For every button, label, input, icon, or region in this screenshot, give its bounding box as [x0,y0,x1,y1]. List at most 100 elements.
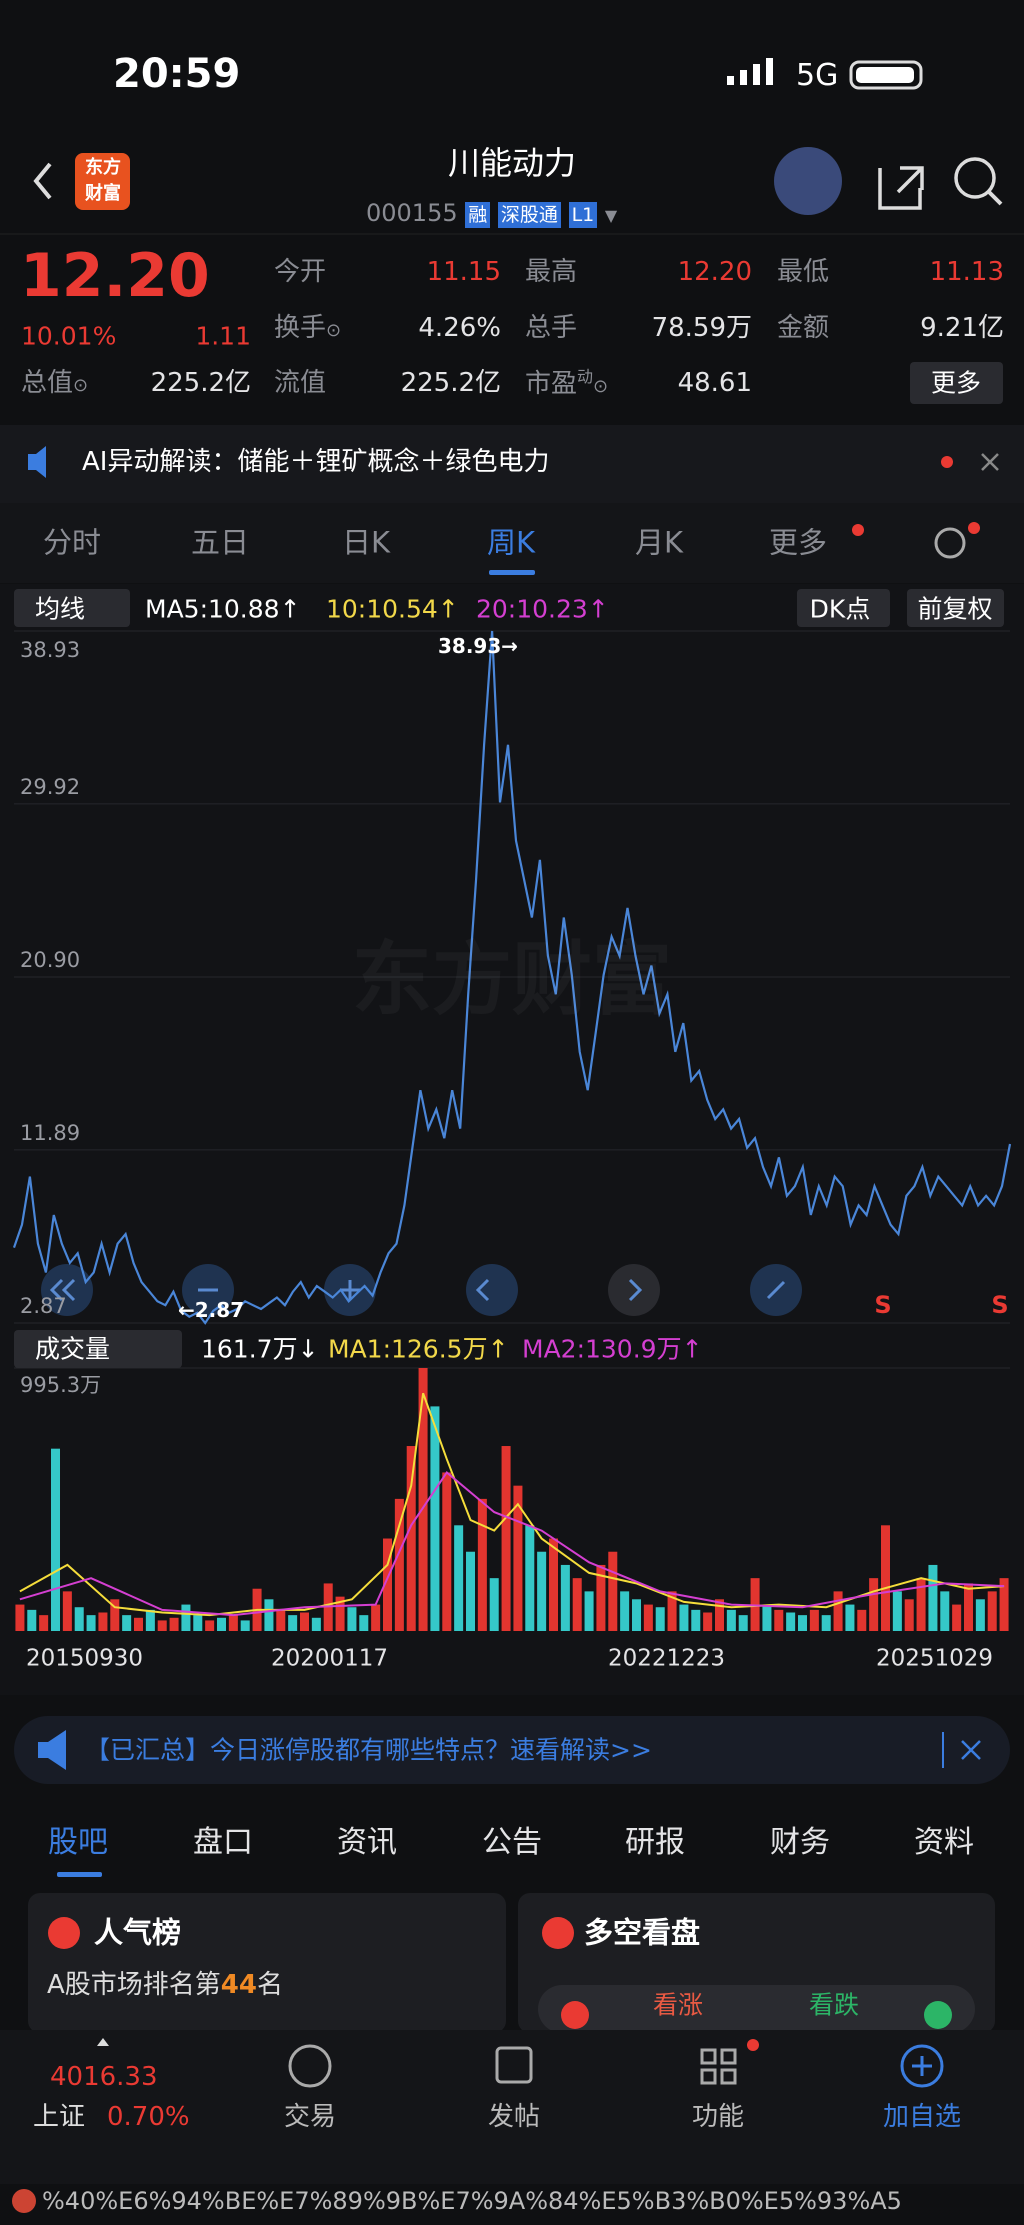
label: 市盈 [525,368,578,399]
selector-label[interactable]: 均线 [35,594,86,624]
bull-label[interactable]: 看涨 [652,1990,704,2020]
y-tick-label: 2.87 [20,1294,67,1318]
content-tab[interactable]: 盘口 [193,1825,253,1860]
y-tick-label: 38.93 [20,638,80,662]
logo-bg [75,153,130,210]
volume-bar [703,1612,713,1631]
adjust-button[interactable] [907,589,1004,627]
volume-bar [869,1578,879,1631]
adjust-label[interactable]: 前复权 [917,594,993,624]
search-icon[interactable] [954,157,996,199]
content-tab[interactable]: 研报 [625,1825,685,1860]
selector[interactable] [14,1330,182,1368]
period-tab[interactable]: 日K [341,525,391,560]
more-button[interactable] [910,362,1003,404]
nav-label[interactable]: 发帖 [487,2102,541,2132]
index-change[interactable]: 0.70% [107,2102,190,2132]
selector[interactable] [14,589,130,627]
ai-text[interactable]: AI异动解读：储能＋锂矿概念＋绿色电力 [82,447,550,477]
volume-bar [406,1446,416,1631]
volume-bar [288,1615,298,1631]
share-icon[interactable] [878,166,924,210]
content-tab[interactable]: 公告 [482,1825,542,1860]
card-title[interactable]: 人气榜 [94,1915,182,1950]
tag: L1 [568,202,598,228]
megaphone-icon [38,1730,66,1770]
field-value: 4.26% [418,313,501,343]
weibo-icon [12,2189,36,2213]
chart-tool-icons[interactable] [49,1278,786,1302]
function-icon[interactable] [700,2048,737,2085]
volume-bar [572,1578,582,1631]
volume-bar [952,1604,962,1631]
content-tab[interactable]: 资讯 [337,1825,397,1860]
bear-label[interactable]: 看跌 [808,1990,860,2020]
close-icon[interactable] [981,453,999,471]
robot-icon[interactable] [774,147,842,215]
volume-bar [181,1604,191,1631]
stock-code: 000155 融 深股通 L1 ▼ [366,199,617,228]
volume-bar [643,1604,653,1631]
field-label: 最低 [777,257,830,287]
dk-label[interactable]: DK点 [809,594,871,624]
battery-level [856,67,914,83]
content-tab[interactable]: 股吧 [48,1825,108,1860]
battery-icon [849,60,923,90]
label: 总值 [21,368,74,398]
nav-label[interactable]: 功能 [691,2102,745,2132]
volume-bar [74,1607,84,1631]
content-tab[interactable]: 资料 [914,1825,974,1860]
field-value: 11.15 [426,257,501,287]
volume-bar [382,1538,393,1631]
content-tab[interactable]: 财务 [770,1825,830,1860]
close-icon[interactable] [961,1740,981,1760]
index-name[interactable]: 上证 [33,2102,86,2132]
code: 000155 [366,199,458,227]
period-tab[interactable]: 月K [634,525,684,560]
index-value[interactable]: 4016.33 [50,2062,158,2092]
footer-text: %40%E6%94%BE%E7%89%9B%E7%9A%84%E5%B3%B0%… [42,2187,902,2215]
ma5: MA5:10.88↑ [145,594,301,624]
speaker-icon [28,446,46,478]
nav-label[interactable]: 加自选 [882,2102,962,2132]
field-value: 9.21亿 [920,313,1004,343]
volume-bar [691,1609,701,1631]
dk-button[interactable] [797,589,890,627]
add-icon[interactable] [900,2044,944,2088]
settings-icon[interactable] [934,527,966,559]
nav-label[interactable]: 交易 [283,2102,337,2132]
volume-bar [157,1620,167,1631]
caret-icon [97,2038,109,2046]
change: 1.11 [195,321,251,351]
ma1: MA1:126.5万↑ [328,1334,509,1364]
more-label[interactable]: 更多 [930,368,982,398]
period-tab[interactable]: 分时 [42,525,102,560]
ma20: 20:10.23↑ [476,594,609,624]
volume-bar [145,1609,155,1631]
stock-name: 川能动力 [447,144,577,182]
card-title[interactable]: 多空看盘 [584,1915,701,1950]
network: 5G [796,58,839,93]
period-tab[interactable]: 五日 [190,525,250,560]
logo-text: 财富 [85,183,121,204]
banner-text[interactable]: 【已汇总】今日涨停股都有哪些特点？速看解读>> [85,1735,652,1765]
period-tab[interactable]: 更多 [768,525,828,560]
volume-bar [738,1615,748,1631]
trade-icon[interactable] [288,2044,332,2088]
volume-bar [809,1609,819,1631]
banner-bg [14,1716,1010,1784]
period-tab[interactable]: 周K [486,525,536,560]
bull-icon[interactable] [561,2001,589,2029]
bear-icon[interactable] [924,2001,952,2029]
ma10: 10:10.54↑ [326,594,459,624]
high-label: 38.93→ [438,634,519,658]
volume-bar [596,1564,606,1631]
post-icon[interactable] [495,2046,533,2084]
volume-bar [513,1485,523,1631]
selector-label[interactable]: 成交量 [35,1334,111,1364]
change-pct: 10.01% [21,321,117,351]
volume-bar [631,1599,642,1631]
tag: 深股通 [497,202,561,228]
back-icon[interactable] [33,162,52,200]
volume-bar [714,1599,725,1631]
